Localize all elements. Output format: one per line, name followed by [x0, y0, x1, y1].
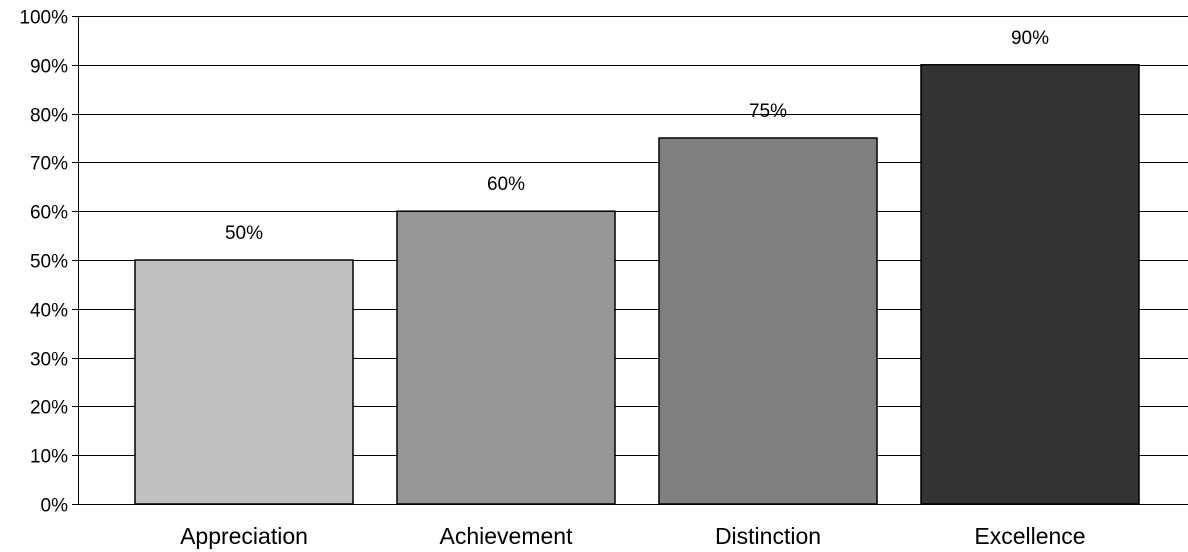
y-tick-label: 90% [30, 57, 68, 78]
data-label: 50% [225, 223, 263, 244]
y-tick-label: 10% [30, 447, 68, 468]
y-tick-label: 0% [41, 496, 69, 517]
bars [134, 64, 1140, 505]
data-label: 60% [487, 174, 525, 195]
y-tick-label: 60% [30, 203, 68, 224]
axes [72, 16, 1188, 505]
data-label: 75% [749, 101, 787, 122]
bar-excellence [920, 64, 1140, 505]
bar-achievement [396, 210, 616, 505]
y-tick-label: 100% [19, 8, 68, 29]
x-tick-label: Appreciation [180, 523, 308, 549]
y-tick-label: 20% [30, 398, 68, 419]
bar-appreciation [134, 259, 354, 505]
y-tick-label: 30% [30, 350, 68, 371]
data-label: 90% [1011, 28, 1049, 49]
x-tick-label: Distinction [715, 523, 821, 549]
y-tick-label: 80% [30, 106, 68, 127]
x-tick-label: Excellence [974, 523, 1085, 549]
y-tick-label: 50% [30, 252, 68, 273]
y-tick-label: 40% [30, 301, 68, 322]
labels: 0% 10% 20% 30% 40% 50% 60% 70% 80% 90% 100% 50% Appr… [19, 8, 1085, 550]
x-tick-label: Achievement [440, 523, 574, 549]
bar-distinction [658, 137, 878, 505]
y-tick-label: 70% [30, 154, 68, 175]
